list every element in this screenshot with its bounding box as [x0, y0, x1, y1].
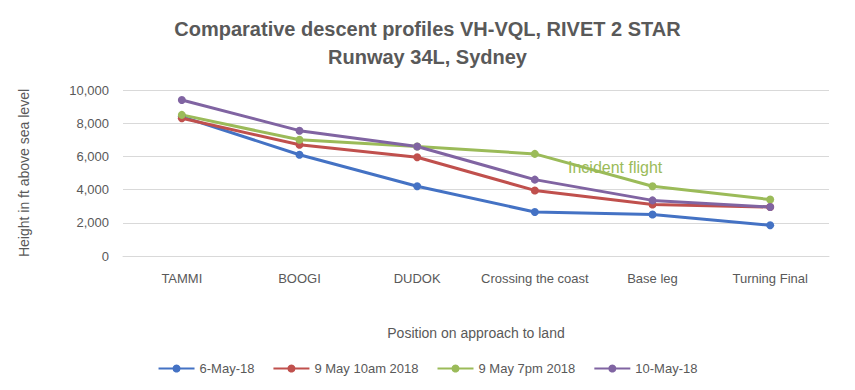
svg-text:Height in ft above sea level: Height in ft above sea level	[16, 89, 32, 257]
svg-text:Incident flight: Incident flight	[568, 158, 663, 176]
svg-text:10,000: 10,000	[69, 83, 109, 98]
svg-text:TAMMI: TAMMI	[161, 271, 202, 286]
svg-text:DUDOK: DUDOK	[394, 271, 441, 286]
svg-text:Crossing the coast: Crossing the coast	[481, 271, 589, 286]
svg-text:2,000: 2,000	[76, 215, 109, 230]
svg-text:Runway 34L, Sydney: Runway 34L, Sydney	[328, 46, 528, 68]
svg-text:0: 0	[102, 249, 109, 264]
svg-text:Turning Final: Turning Final	[732, 271, 807, 286]
svg-text:Base leg: Base leg	[627, 271, 678, 286]
svg-text:4,000: 4,000	[76, 182, 109, 197]
svg-text:10-May-18: 10-May-18	[635, 361, 697, 376]
svg-text:6,000: 6,000	[76, 149, 109, 164]
svg-text:Comparative descent profiles V: Comparative descent profiles VH-VQL, RIV…	[174, 18, 681, 40]
svg-text:9 May 7pm 2018: 9 May 7pm 2018	[479, 361, 576, 376]
svg-text:BOOGI: BOOGI	[278, 271, 321, 286]
svg-text:9 May 10am 2018: 9 May 10am 2018	[314, 361, 418, 376]
svg-text:8,000: 8,000	[76, 116, 109, 131]
svg-text:6-May-18: 6-May-18	[200, 361, 255, 376]
svg-text:Position on approach to land: Position on approach to land	[387, 325, 564, 341]
